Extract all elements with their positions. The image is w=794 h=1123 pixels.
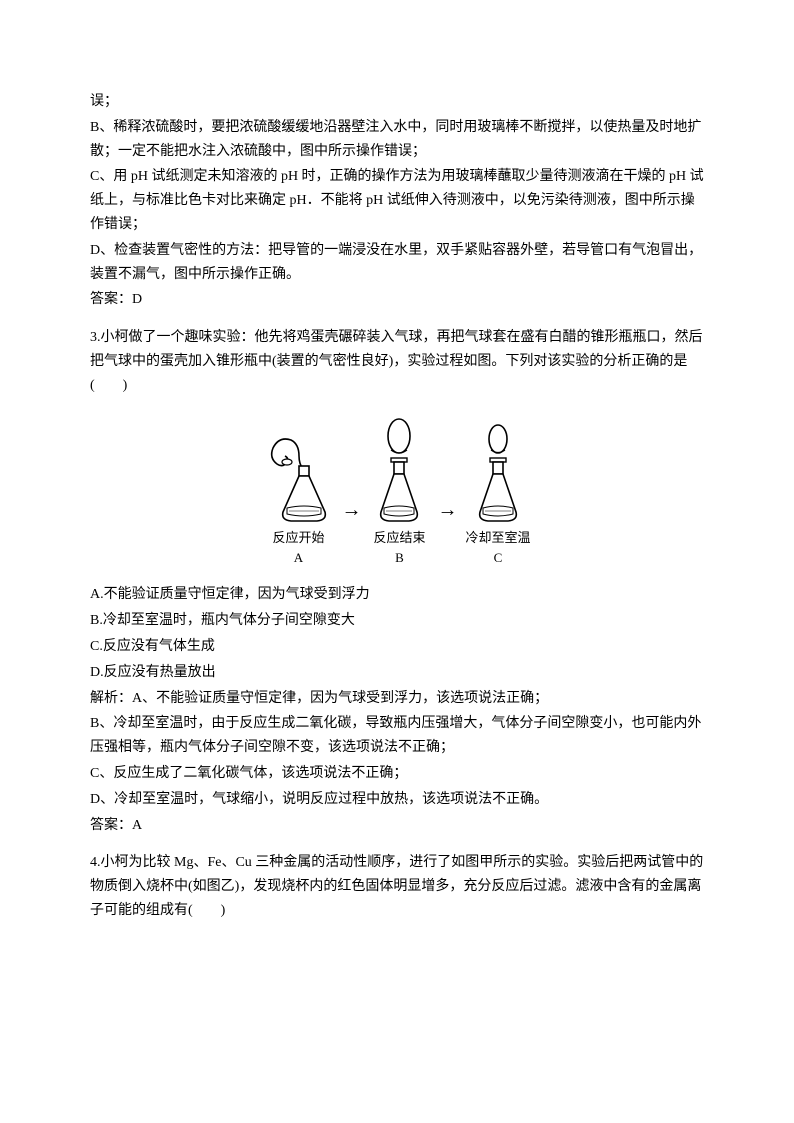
q3-block: 3.小柯做了一个趣味实验：他先将鸡蛋壳碾碎装入气球，再把气球套在盛有白醋的锥形瓶… (90, 326, 704, 837)
flask-c-label-top: 冷却至室温 (465, 530, 530, 547)
q3-opt-a: A.不能验证质量守恒定律，因为气球受到浮力 (90, 583, 704, 607)
q3-opt-c: C.反应没有气体生成 (90, 635, 704, 659)
q3-options: A.不能验证质量守恒定律，因为气球受到浮力 B.冷却至室温时，瓶内气体分子间空隙… (90, 583, 704, 684)
q3-answer: 答案：A (90, 814, 704, 838)
q2-d: D、检查装置气密性的方法：把导管的一端浸没在水里，双手紧贴容器外壁，若导管口有气… (90, 239, 704, 287)
flask-c-label-bot: C (494, 550, 503, 567)
flask-b-label-bot: B (395, 550, 404, 567)
q3-exp-b: B、冷却至室温时，由于反应生成二氧化碳，导致瓶内压强增大，气体分子间空隙变小，也… (90, 712, 704, 760)
q4-stem: 4.小柯为比较 Mg、Fe、Cu 三种金属的活动性顺序，进行了如图甲所示的实验。… (90, 851, 704, 922)
q3-opt-d: D.反应没有热量放出 (90, 661, 704, 685)
flask-a-svg (263, 434, 333, 526)
flask-a-label-top: 反应开始 (272, 530, 324, 547)
q4-block: 4.小柯为比较 Mg、Fe、Cu 三种金属的活动性顺序，进行了如图甲所示的实验。… (90, 851, 704, 922)
flask-b-svg (369, 418, 429, 526)
q2-b: B、稀释浓硫酸时，要把浓硫酸缓缓地沿器壁注入水中，同时用玻璃棒不断搅拌，以使热量… (90, 116, 704, 164)
arrow-2: → (437, 493, 457, 567)
q2-c: C、用 pH 试纸测定未知溶液的 pH 时，正确的操作方法为用玻璃棒蘸取少量待测… (90, 165, 704, 236)
q3-exp-c: C、反应生成了二氧化碳气体，该选项说法不正确； (90, 762, 704, 786)
q3-stem: 3.小柯做了一个趣味实验：他先将鸡蛋壳碾碎装入气球，再把气球套在盛有白醋的锥形瓶… (90, 326, 704, 397)
q3-figure: 反应开始 A → 反应结束 B → (90, 418, 704, 568)
q2-continuation: 误； B、稀释浓硫酸时，要把浓硫酸缓缓地沿器壁注入水中，同时用玻璃棒不断搅拌，以… (90, 90, 704, 312)
flask-a: 反应开始 A (263, 434, 333, 568)
flask-c: 冷却至室温 C (465, 422, 530, 568)
q2-answer: 答案：D (90, 288, 704, 312)
arrow-1: → (341, 493, 361, 567)
flask-group: 反应开始 A → 反应结束 B → (263, 418, 530, 568)
q3-exp-d: D、冷却至室温时，气球缩小，说明反应过程中放热，该选项说法不正确。 (90, 788, 704, 812)
q2-a-end: 误； (90, 90, 704, 114)
q3-opt-b: B.冷却至室温时，瓶内气体分子间空隙变大 (90, 609, 704, 633)
q3-exp-a: 解析：A、不能验证质量守恒定律，因为气球受到浮力，该选项说法正确； (90, 687, 704, 711)
flask-a-label-bot: A (294, 550, 303, 567)
flask-b-label-top: 反应结束 (373, 530, 425, 547)
flask-b: 反应结束 B (369, 418, 429, 568)
flask-c-svg (468, 422, 528, 526)
